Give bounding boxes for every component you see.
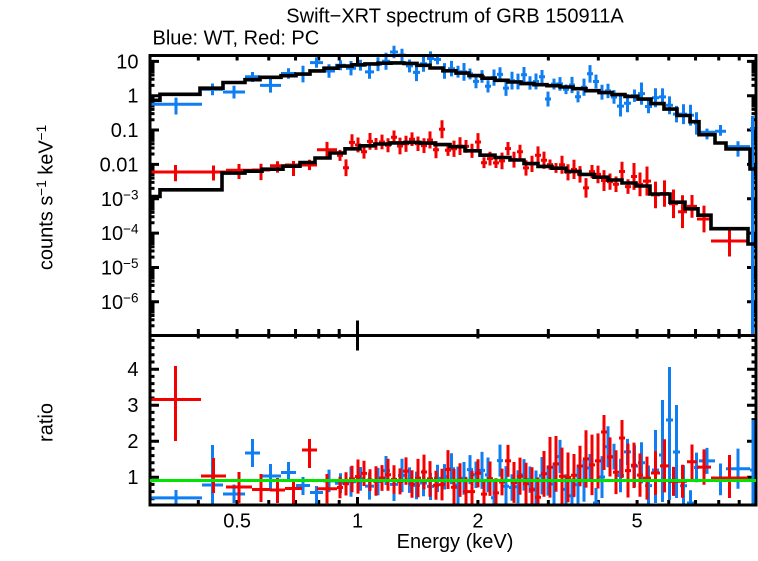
svg-text:ratio: ratio: [36, 403, 58, 442]
svg-text:10: 10: [116, 51, 138, 73]
svg-text:1: 1: [352, 511, 363, 533]
svg-text:Energy (keV): Energy (keV): [397, 531, 514, 553]
svg-text:0.01: 0.01: [100, 154, 139, 176]
svg-text:4: 4: [127, 359, 138, 381]
svg-text:0.5: 0.5: [223, 511, 251, 533]
svg-text:2: 2: [127, 431, 138, 453]
svg-text:5: 5: [632, 511, 643, 533]
svg-text:2: 2: [472, 511, 483, 533]
svg-text:0.1: 0.1: [111, 120, 139, 142]
svg-text:Blue: WT, Red: PC: Blue: WT, Red: PC: [153, 28, 320, 50]
svg-text:Swift−XRT spectrum of GRB 1509: Swift−XRT spectrum of GRB 150911A: [286, 6, 624, 28]
svg-text:counts s−1 keV−1: counts s−1 keV−1: [34, 125, 58, 270]
svg-text:1: 1: [127, 467, 138, 489]
svg-text:3: 3: [127, 395, 138, 417]
svg-text:1: 1: [127, 86, 138, 108]
